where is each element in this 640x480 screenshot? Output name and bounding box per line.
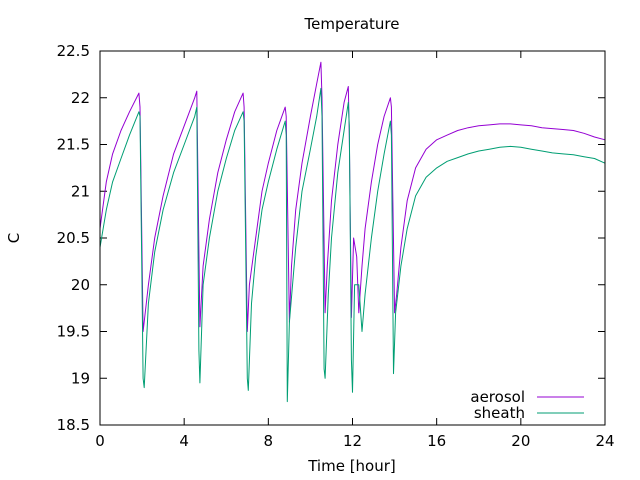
series-lines xyxy=(99,61,606,403)
x-tick-label: 16 xyxy=(427,432,446,450)
legend-label-aerosol: aerosol xyxy=(470,388,525,406)
y-tick-label: 22 xyxy=(71,89,90,107)
y-tick-label: 21 xyxy=(71,182,90,200)
y-tick-label: 21.5 xyxy=(57,136,90,154)
legend-label-sheath: sheath xyxy=(474,404,525,422)
chart-title: Temperature xyxy=(303,15,399,33)
x-tick-label: 8 xyxy=(264,432,274,450)
y-tick-label: 20.5 xyxy=(57,229,90,247)
y-tick-label: 18.5 xyxy=(57,416,90,434)
x-tick-label: 20 xyxy=(511,432,530,450)
y-axis-label: C xyxy=(5,233,23,243)
y-tick-label: 22.5 xyxy=(57,42,90,60)
x-tick-label: 24 xyxy=(595,432,614,450)
x-tick-label: 12 xyxy=(343,432,362,450)
x-tick-label: 4 xyxy=(179,432,189,450)
series-line-sheath xyxy=(99,87,606,403)
y-tick-label: 20 xyxy=(71,276,90,294)
y-tick-label: 19.5 xyxy=(57,323,90,341)
y-tick-label: 19 xyxy=(71,369,90,387)
x-axis-label: Time [hour] xyxy=(307,457,396,475)
plot-frame xyxy=(99,50,606,426)
x-tick-label: 0 xyxy=(95,432,105,450)
series-line-aerosol xyxy=(99,61,606,332)
